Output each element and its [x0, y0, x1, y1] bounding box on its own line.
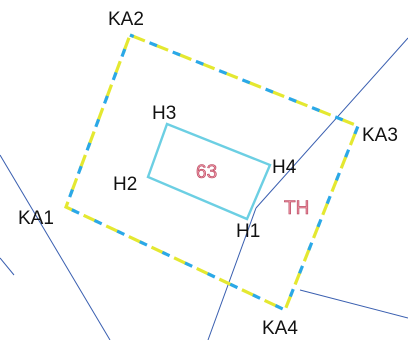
house-corner-label-h2: H2: [113, 174, 137, 195]
parcel-boundary-blue: [63, 32, 361, 313]
corner-label-ka1: KA1: [18, 208, 54, 229]
background-line: [207, 207, 257, 340]
background-line: [299, 289, 408, 319]
house-number-label: 63: [196, 162, 217, 183]
corner-label-ka3: KA3: [362, 125, 398, 146]
background-lines: [0, 37, 408, 340]
background-line: [255, 37, 408, 209]
corner-label-ka2: KA2: [108, 9, 144, 30]
house-outline: [146, 122, 272, 221]
house-corner-label-h4: H4: [272, 157, 297, 178]
parcel-boundary: [63, 32, 361, 313]
house-corner-label-h3: H3: [152, 103, 176, 124]
parcel-boundary-yellow: [63, 32, 361, 313]
corner-label-ka4: KA4: [262, 318, 298, 339]
land-use-label: TH: [284, 198, 309, 219]
background-line: [0, 257, 15, 276]
background-line: [0, 154, 111, 340]
house-corner-label-h1: H1: [236, 221, 260, 242]
